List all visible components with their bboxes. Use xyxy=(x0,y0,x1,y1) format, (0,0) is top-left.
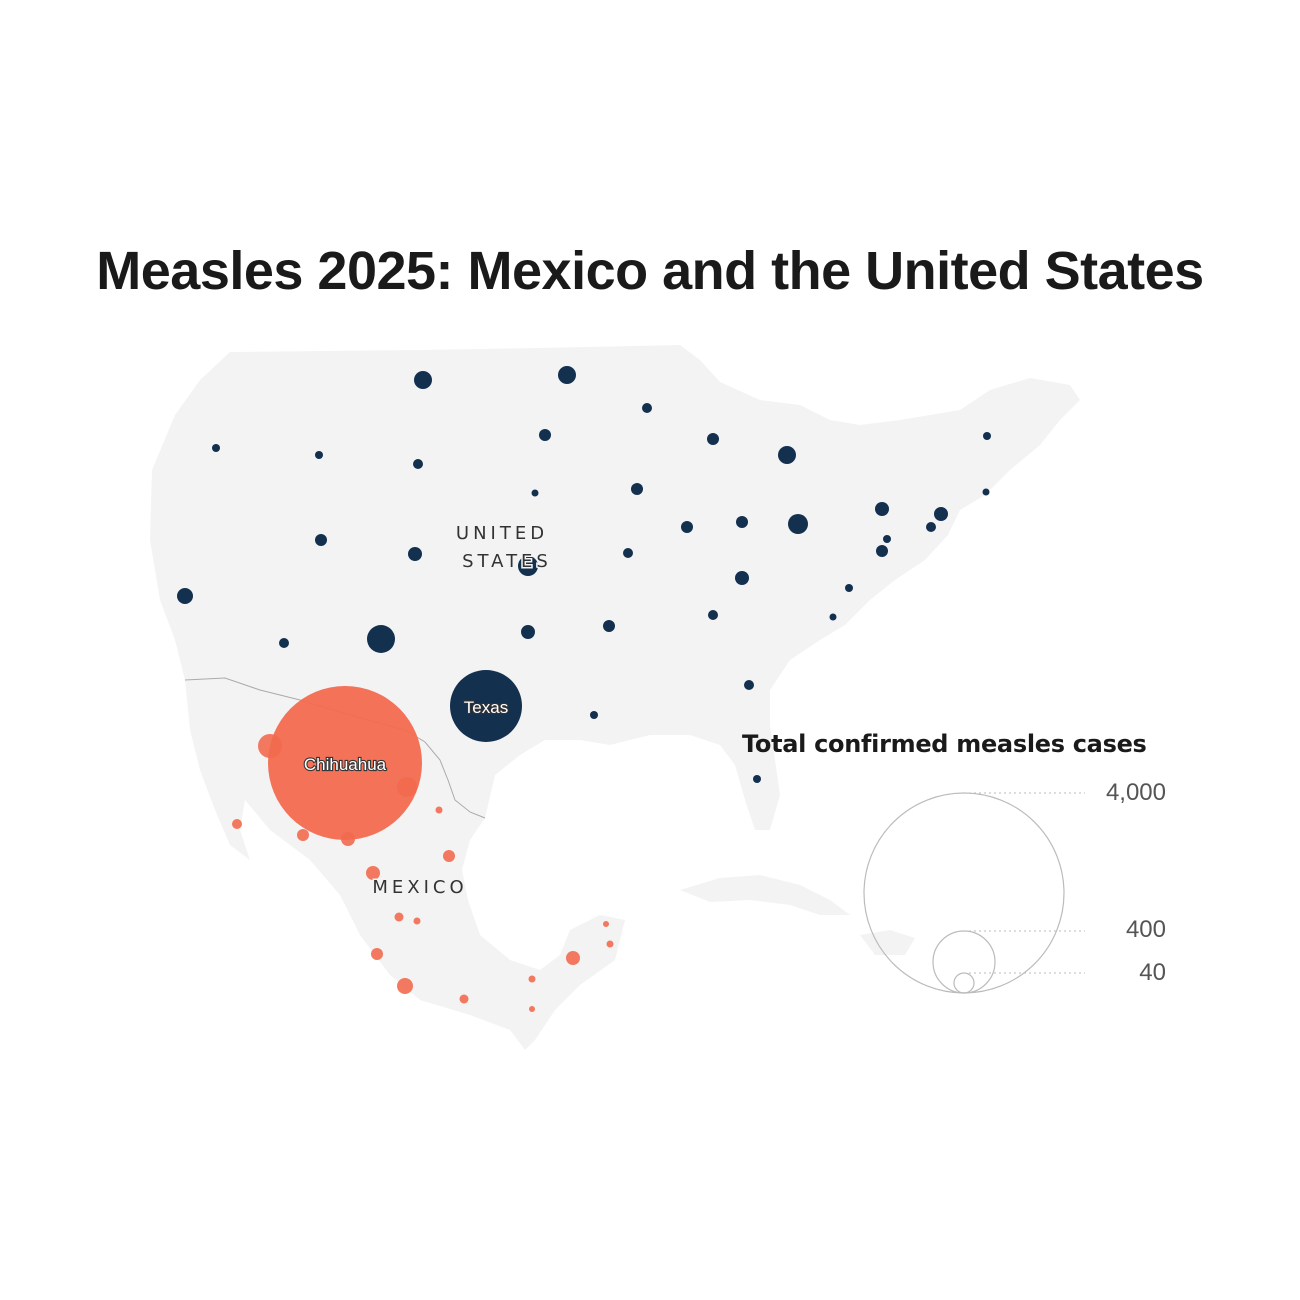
legend-title: Total confirmed measles cases xyxy=(742,730,1147,758)
mexico-state-bubble xyxy=(394,912,404,922)
us-state-bubble xyxy=(753,775,761,783)
us-state-bubble xyxy=(367,625,395,653)
us-state-bubble xyxy=(875,502,889,516)
us-state-bubble xyxy=(736,516,748,528)
mexico-state-bubble xyxy=(258,734,282,758)
us-state-bubble xyxy=(983,432,991,440)
mexico-state-bubble xyxy=(371,948,383,960)
us-state-bubble xyxy=(315,451,323,459)
bubble-label-chihuahua: Chihuahua xyxy=(304,755,387,774)
us-state-bubble xyxy=(603,620,615,632)
mexico-state-bubble xyxy=(528,975,536,983)
legend-circle-400 xyxy=(932,930,996,994)
us-state-bubble xyxy=(212,444,220,452)
legend-circle-40 xyxy=(953,972,975,994)
mexico-state-bubble xyxy=(232,819,242,829)
mexico-state-bubble xyxy=(366,866,380,880)
us-state-bubble xyxy=(934,507,948,521)
country-label-mexico: MEXICO xyxy=(372,877,467,898)
legend-value-40: 40 xyxy=(1139,959,1166,986)
us-state-bubble xyxy=(518,556,538,576)
us-state-bubble xyxy=(681,521,693,533)
us-state-bubble xyxy=(829,613,837,621)
country-label-united-states-line2: STATES xyxy=(462,551,552,572)
mexico-state-bubble xyxy=(341,832,355,846)
us-state-bubble xyxy=(845,584,853,592)
legend-value-4000: 4,000 xyxy=(1105,779,1166,806)
us-state-bubble xyxy=(590,711,598,719)
us-state-bubble xyxy=(279,638,289,648)
us-state-bubble xyxy=(982,488,990,496)
mexico-state-bubble xyxy=(566,951,580,965)
us-state-bubble xyxy=(450,670,522,742)
mexico-state-bubble xyxy=(297,829,309,841)
us-state-bubble xyxy=(177,588,193,604)
us-state-bubble xyxy=(631,483,643,495)
size-legend xyxy=(863,792,1085,994)
us-state-bubble xyxy=(926,522,936,532)
us-state-bubble xyxy=(408,547,422,561)
mexico-state-bubble xyxy=(397,777,417,797)
us-state-bubble xyxy=(883,535,891,543)
mexico-state-bubble xyxy=(268,686,422,840)
us-bubbles xyxy=(177,366,991,783)
us-state-bubble xyxy=(778,446,796,464)
hispaniola xyxy=(860,930,915,955)
mexico-state-bubble xyxy=(435,806,443,814)
mexico-bubbles xyxy=(232,686,614,1012)
mexico-state-bubble xyxy=(413,917,421,925)
legend-value-400: 400 xyxy=(1125,916,1166,943)
us-state-bubble xyxy=(558,366,576,384)
us-state-bubble xyxy=(413,459,423,469)
us-state-bubble xyxy=(623,548,633,558)
us-state-bubble xyxy=(642,403,652,413)
caribbean-islands xyxy=(680,875,850,915)
us-state-bubble xyxy=(414,371,432,389)
legend-circle-4000 xyxy=(863,792,1065,994)
us-state-bubble xyxy=(788,514,808,534)
mexico-state-bubble xyxy=(443,850,455,862)
bubble-label-texas: Texas xyxy=(464,698,508,717)
mexico-state-bubble xyxy=(606,940,614,948)
us-state-bubble xyxy=(315,534,327,546)
us-state-bubble xyxy=(521,625,535,639)
mexico-state-bubble xyxy=(397,978,413,994)
us-state-bubble xyxy=(708,610,718,620)
mexico-state-bubble xyxy=(459,994,469,1004)
us-state-bubble xyxy=(539,429,551,441)
country-label-united-states-line1: UNITED xyxy=(456,523,548,544)
us-state-bubble xyxy=(744,680,754,690)
chart-title: Measles 2025: Mexico and the United Stat… xyxy=(96,241,1204,301)
us-state-bubble xyxy=(531,489,539,497)
us-state-bubble xyxy=(707,433,719,445)
us-state-bubble xyxy=(735,571,749,585)
mexico-state-bubble xyxy=(603,921,609,927)
mexico-state-bubble xyxy=(529,1006,535,1012)
us-state-bubble xyxy=(876,545,888,557)
